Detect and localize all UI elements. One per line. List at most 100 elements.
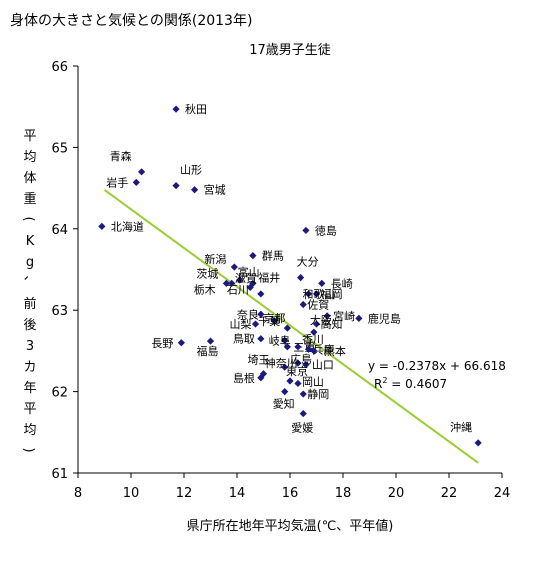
data-point-marker bbox=[355, 314, 363, 322]
data-point-marker bbox=[294, 359, 302, 367]
y-tick-label: 61 bbox=[51, 467, 68, 482]
data-point-marker bbox=[236, 276, 244, 284]
data-point-label: 京都 bbox=[263, 311, 285, 325]
data-point-marker bbox=[281, 336, 289, 344]
data-point-marker bbox=[257, 374, 265, 382]
data-point-label: 長野 bbox=[151, 337, 173, 350]
data-point-label: 静岡 bbox=[307, 387, 329, 401]
page-title: 身体の大きさと気候との関係(2013年) bbox=[10, 13, 253, 29]
data-point-label: 広島 bbox=[290, 352, 312, 366]
data-point-marker bbox=[177, 339, 185, 347]
axis-ticks: 8 10 12 14 16 18 20 22 24 61 62 63 64 65 66 bbox=[51, 60, 510, 501]
y-tick-label: 62 bbox=[51, 386, 68, 401]
data-point-label: 奈良 bbox=[237, 307, 259, 321]
data-point-marker bbox=[281, 363, 289, 371]
data-point-label: 北海道 bbox=[111, 219, 144, 233]
data-point-label: 島根 bbox=[233, 371, 255, 385]
x-tick-label: 10 bbox=[123, 486, 140, 501]
y-axis-label-char: 平 bbox=[23, 402, 36, 417]
data-point-label: 埼玉 bbox=[248, 353, 270, 367]
data-point-label: 徳島 bbox=[315, 223, 337, 237]
data-point-marker bbox=[132, 178, 140, 187]
data-point-marker bbox=[312, 290, 321, 298]
data-point-marker bbox=[299, 300, 307, 309]
data-point-label: 滋賀 bbox=[235, 272, 257, 285]
data-point-marker bbox=[299, 390, 307, 398]
data-point-marker bbox=[172, 182, 180, 190]
data-point-marker bbox=[297, 274, 305, 282]
data-point-label: 秋田 bbox=[185, 102, 207, 116]
data-point-marker bbox=[302, 361, 310, 369]
y-tick-label: 63 bbox=[51, 304, 68, 319]
data-point-label: 兵庫 bbox=[313, 342, 335, 356]
y-axis-label-char: 前 bbox=[23, 296, 36, 312]
data-point-label: 大分 bbox=[297, 255, 319, 269]
r-squared: R2 = 0.4607 bbox=[374, 376, 447, 391]
x-axis-label: 県庁所在地年平均気温(℃、平年値) bbox=[187, 518, 394, 534]
y-axis-label-char: g bbox=[26, 255, 34, 270]
data-point-label: 青森 bbox=[110, 149, 132, 163]
data-point-marker bbox=[299, 409, 307, 418]
x-tick-label: 8 bbox=[74, 486, 82, 501]
r-squared-prefix: R bbox=[374, 377, 382, 391]
data-point-marker bbox=[310, 328, 318, 336]
y-axis-label-char: 年 bbox=[23, 381, 36, 396]
data-point-label: 富山 bbox=[238, 265, 260, 279]
data-point-label: 石川 bbox=[227, 283, 249, 296]
data-point-marker bbox=[222, 279, 230, 287]
x-tick-label: 24 bbox=[494, 486, 511, 501]
data-point-label: 熊本 bbox=[324, 344, 346, 358]
y-axis-label-char: 均 bbox=[23, 150, 36, 165]
data-point-label: 山形 bbox=[180, 164, 202, 177]
data-point-label: 山口 bbox=[312, 359, 334, 372]
trend-line bbox=[103, 189, 479, 464]
x-tick-label: 18 bbox=[335, 486, 352, 501]
data-point-marker bbox=[191, 186, 199, 194]
r-squared-value: = 0.4607 bbox=[387, 377, 447, 391]
data-point-label: 福島 bbox=[197, 344, 219, 358]
data-point-label: 東京 bbox=[286, 364, 308, 378]
y-tick-label: 64 bbox=[51, 223, 68, 238]
y-axis-label-char: 後 bbox=[23, 318, 36, 333]
data-point-marker bbox=[281, 388, 289, 396]
data-point-label: 佐賀 bbox=[307, 298, 329, 312]
y-axis-label-char: 3 bbox=[26, 339, 34, 354]
data-point-label: 福岡 bbox=[321, 287, 343, 301]
x-tick-label: 12 bbox=[176, 486, 193, 501]
data-point-label: 新潟 bbox=[204, 252, 226, 266]
data-point-marker bbox=[283, 324, 291, 332]
data-point-marker bbox=[323, 312, 331, 320]
data-point-label: 和歌山 bbox=[303, 287, 336, 301]
data-point-marker bbox=[310, 347, 318, 355]
y-axis-label-char: ) bbox=[21, 447, 36, 452]
data-point-label: 栃木 bbox=[194, 282, 216, 296]
y-axis-label-char: 体 bbox=[23, 171, 36, 186]
data-point-marker bbox=[318, 279, 326, 287]
data-point-marker bbox=[172, 105, 180, 113]
y-axis-label-char: 均 bbox=[23, 423, 36, 438]
data-point-marker bbox=[251, 320, 260, 328]
data-point-marker bbox=[257, 310, 265, 318]
data-point-label: 宮城 bbox=[204, 183, 226, 197]
data-point-label: 沖縄 bbox=[450, 420, 472, 434]
data-point-marker bbox=[249, 252, 257, 260]
regression-equation: y = -0.2378x + 66.618 bbox=[368, 359, 506, 373]
data-point-marker bbox=[302, 226, 310, 235]
data-point-marker bbox=[294, 379, 302, 388]
data-point-marker bbox=[259, 370, 268, 378]
data-point-label: 岐阜 bbox=[269, 334, 291, 347]
data-point-label: 香川 bbox=[302, 333, 324, 346]
y-axis-label-char: 平 bbox=[23, 129, 36, 144]
data-point-marker bbox=[474, 439, 482, 447]
y-axis-label-char: カ bbox=[23, 360, 36, 375]
data-point-label: 山梨 bbox=[230, 317, 252, 331]
data-point-label: 高知 bbox=[321, 317, 343, 331]
x-tick-label: 20 bbox=[388, 486, 405, 501]
x-tick-label: 22 bbox=[441, 486, 458, 501]
data-point-label: 神奈川 bbox=[265, 356, 298, 370]
data-point-marker bbox=[249, 279, 257, 287]
chart-subtitle: 17歳男子生徒 bbox=[249, 43, 331, 58]
data-point-label: 鳥取 bbox=[233, 332, 255, 346]
